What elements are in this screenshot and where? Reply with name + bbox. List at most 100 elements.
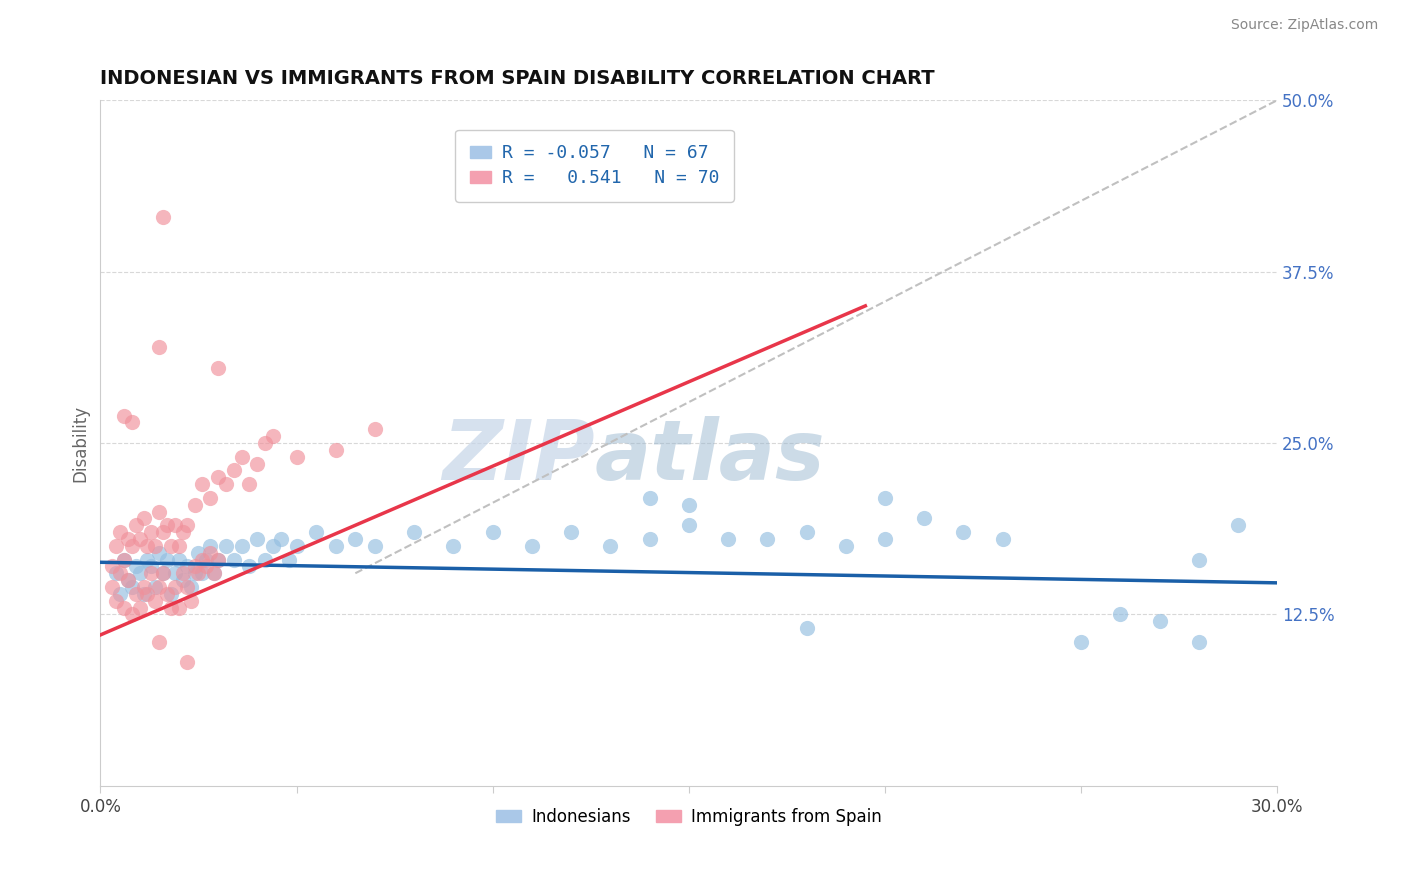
Point (141, 559, 163, 574)
Point (325, 442, 347, 457)
Point (148, 546, 170, 560)
Point (222, 552, 245, 566)
Point (112, 600, 135, 615)
Point (172, 525, 194, 540)
Point (128, 566, 150, 581)
Point (183, 559, 205, 574)
Point (560, 525, 582, 540)
Point (160, 539, 183, 553)
Point (108, 525, 131, 540)
Point (141, 525, 163, 540)
Point (176, 518, 198, 533)
Point (176, 580, 198, 594)
Point (148, 635, 170, 649)
Point (441, 539, 464, 553)
Point (152, 566, 174, 581)
Point (285, 450, 308, 464)
Point (262, 429, 284, 443)
Point (132, 511, 155, 525)
Point (167, 539, 190, 553)
Point (200, 539, 222, 553)
Point (305, 525, 328, 540)
Point (176, 559, 198, 574)
Point (112, 552, 135, 566)
Point (132, 580, 155, 594)
Point (231, 539, 253, 553)
Point (112, 552, 135, 566)
Point (148, 340, 170, 354)
Point (148, 504, 170, 518)
Point (207, 470, 229, 484)
Point (143, 593, 166, 607)
Point (207, 552, 229, 566)
Point (183, 498, 205, 512)
Text: Source: ZipAtlas.com: Source: ZipAtlas.com (1230, 18, 1378, 32)
Point (202, 566, 225, 581)
Point (638, 491, 661, 505)
Point (152, 525, 174, 540)
Y-axis label: Disability: Disability (72, 404, 89, 482)
Point (678, 518, 700, 533)
Point (238, 559, 260, 574)
Point (132, 587, 155, 601)
Point (124, 559, 146, 574)
Point (191, 566, 214, 581)
Point (148, 580, 170, 594)
Point (156, 587, 179, 601)
Point (124, 587, 146, 601)
Point (156, 518, 179, 533)
Point (136, 539, 159, 553)
Point (128, 600, 150, 615)
Point (195, 559, 218, 574)
Point (1227, 518, 1250, 533)
Point (180, 580, 202, 594)
Point (1188, 552, 1211, 566)
Point (222, 463, 245, 477)
Point (136, 587, 159, 601)
Point (183, 566, 205, 581)
Point (163, 518, 186, 533)
Point (481, 525, 503, 540)
Point (141, 566, 163, 581)
Point (191, 552, 214, 566)
Point (160, 587, 183, 601)
Point (404, 525, 426, 540)
Point (128, 532, 150, 546)
Point (108, 587, 131, 601)
Point (105, 539, 128, 553)
Point (325, 539, 347, 553)
Point (108, 566, 131, 581)
Point (152, 210, 174, 224)
Point (121, 539, 143, 553)
Text: INDONESIAN VS IMMIGRANTS FROM SPAIN DISABILITY CORRELATION CHART: INDONESIAN VS IMMIGRANTS FROM SPAIN DISA… (100, 69, 935, 87)
Text: ZIP: ZIP (441, 417, 595, 497)
Point (277, 552, 299, 566)
Point (796, 525, 818, 540)
Point (364, 539, 387, 553)
Point (1109, 607, 1132, 622)
Point (117, 532, 139, 546)
Point (1070, 635, 1092, 649)
Point (873, 532, 896, 546)
Point (231, 450, 253, 464)
Point (124, 518, 146, 533)
Point (117, 573, 139, 587)
Point (254, 552, 277, 566)
Point (835, 539, 858, 553)
Point (101, 559, 124, 574)
Point (246, 532, 269, 546)
Point (200, 546, 222, 560)
Point (215, 539, 238, 553)
Point (796, 621, 818, 635)
Point (160, 600, 183, 615)
Point (202, 566, 225, 581)
Point (105, 593, 128, 607)
Point (180, 593, 202, 607)
Point (262, 539, 284, 553)
Point (195, 552, 218, 566)
Point (952, 525, 974, 540)
Point (238, 477, 260, 491)
Point (638, 532, 661, 546)
Point (167, 552, 190, 566)
Point (756, 532, 779, 546)
